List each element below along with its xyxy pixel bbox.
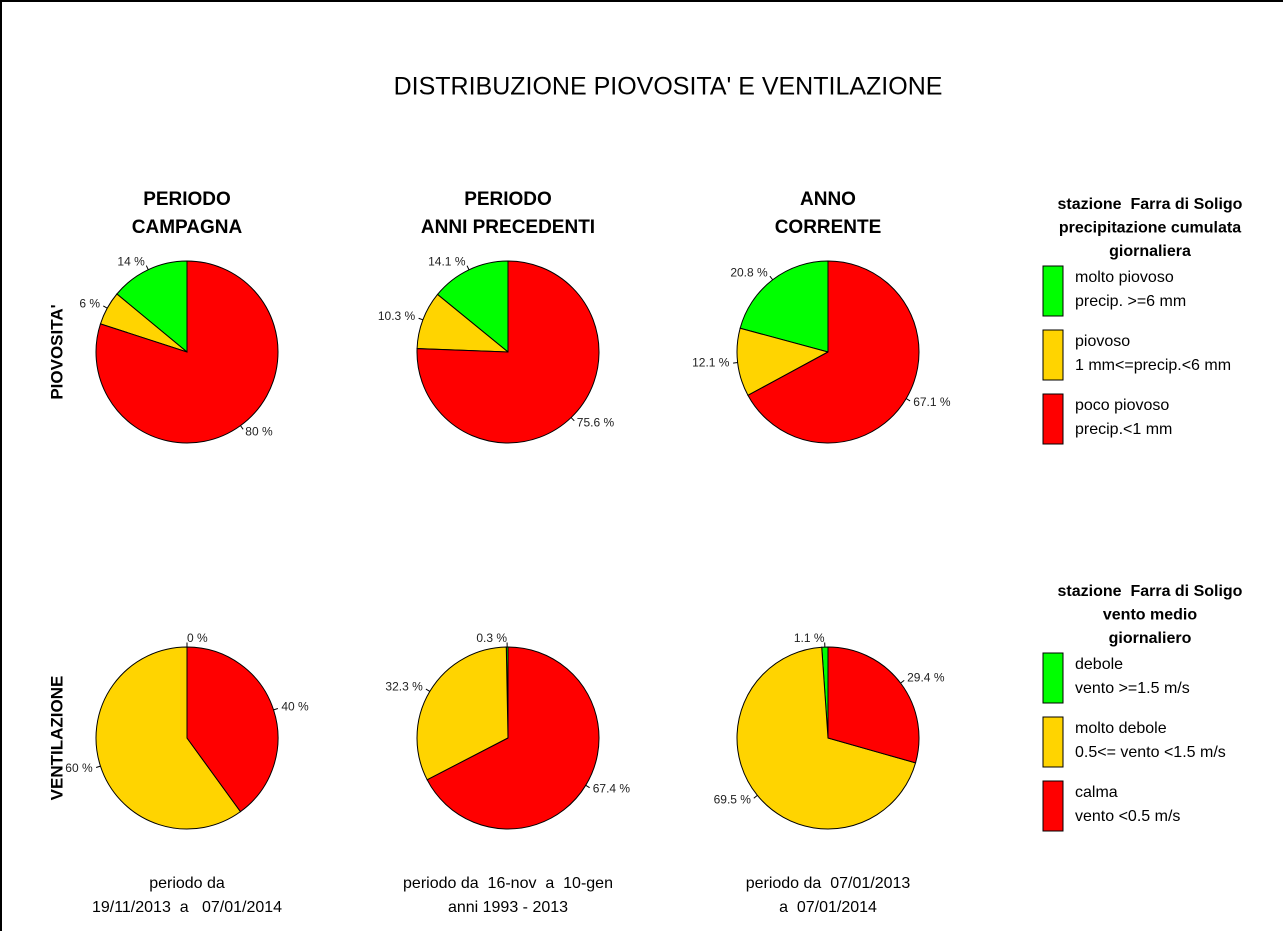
pie-slice bbox=[95, 646, 242, 830]
data-label: 67.1 % bbox=[913, 395, 951, 409]
legend-swatch bbox=[1042, 780, 1064, 832]
legend-swatch bbox=[1042, 329, 1064, 381]
legend-label: poco piovoso bbox=[1075, 397, 1169, 414]
legend-label: 1 mm<=precip.<6 mm bbox=[1075, 357, 1231, 374]
label-tick bbox=[145, 265, 149, 270]
legend-label: precip.<1 mm bbox=[1075, 421, 1172, 438]
data-label: 6 % bbox=[79, 296, 100, 310]
legend-swatch bbox=[1042, 652, 1064, 704]
pie-slice bbox=[436, 260, 509, 354]
footer: periodo da 16-nov a 10-gen bbox=[403, 875, 613, 892]
data-label: 14 % bbox=[117, 254, 145, 268]
pie-slice bbox=[416, 646, 509, 781]
footer: periodo da bbox=[149, 875, 225, 892]
column-header: ANNO bbox=[800, 189, 856, 210]
data-label: 32.3 % bbox=[385, 679, 423, 693]
pie-slice bbox=[186, 646, 279, 813]
label-tick bbox=[95, 765, 101, 769]
data-label: 10.3 % bbox=[378, 309, 416, 323]
column-header: PERIODO bbox=[464, 189, 552, 210]
column-header: ANNI PRECEDENTI bbox=[421, 217, 595, 238]
data-label: 69.5 % bbox=[714, 793, 752, 807]
row-label: PIOVOSITA' bbox=[47, 304, 66, 399]
data-label: 14.1 % bbox=[428, 255, 466, 269]
label-tick bbox=[273, 707, 279, 711]
legend-label: precip. >=6 mm bbox=[1075, 293, 1186, 310]
legend-label: debole bbox=[1075, 656, 1123, 673]
legend-label: calma bbox=[1075, 784, 1118, 801]
legend-label: vento <0.5 m/s bbox=[1075, 808, 1180, 825]
legend-label: 0.5<= vento <1.5 m/s bbox=[1075, 744, 1226, 761]
footer: periodo da 07/01/2013 bbox=[746, 875, 911, 892]
legend-title: vento medio bbox=[1103, 607, 1197, 624]
footer: anni 1993 - 2013 bbox=[448, 899, 568, 916]
data-label: 75.6 % bbox=[577, 416, 615, 430]
label-tick bbox=[466, 265, 470, 270]
data-label: 0 % bbox=[187, 631, 208, 645]
footer: 19/11/2013 a 07/01/2014 bbox=[92, 899, 282, 916]
column-header: PERIODO bbox=[143, 189, 231, 210]
label-tick bbox=[733, 362, 738, 364]
label-tick bbox=[769, 275, 774, 281]
legend-label: piovoso bbox=[1075, 333, 1130, 350]
data-label: 20.8 % bbox=[730, 265, 768, 279]
column-header: CAMPAGNA bbox=[132, 217, 243, 238]
row-label: VENTILAZIONE bbox=[47, 676, 66, 801]
legend-title: stazione Farra di Soligo bbox=[1058, 583, 1243, 600]
pie-slice bbox=[827, 646, 920, 764]
data-label: 40 % bbox=[281, 700, 309, 714]
data-label: 80 % bbox=[245, 424, 273, 438]
legend-swatch bbox=[1042, 393, 1064, 445]
data-label: 29.4 % bbox=[907, 670, 945, 684]
pie-slice bbox=[736, 327, 830, 397]
legend-label: molto piovoso bbox=[1075, 269, 1174, 286]
label-tick bbox=[425, 688, 431, 692]
label-tick bbox=[240, 425, 244, 430]
pie-slice bbox=[426, 646, 600, 830]
label-tick bbox=[585, 784, 590, 789]
legend-swatch bbox=[1042, 265, 1064, 317]
data-label: 67.4 % bbox=[593, 782, 631, 796]
data-label: 60 % bbox=[65, 761, 93, 775]
pie-slice bbox=[747, 260, 920, 444]
legend-title: giornaliero bbox=[1109, 630, 1192, 647]
label-tick bbox=[900, 679, 905, 684]
footer: a 07/01/2014 bbox=[779, 899, 877, 916]
label-tick bbox=[570, 417, 575, 422]
legend-label: molto debole bbox=[1075, 720, 1167, 737]
pie-slice bbox=[116, 260, 188, 354]
pie-slice bbox=[416, 260, 600, 444]
legend-title: precipitazione cumulata bbox=[1059, 220, 1241, 237]
legend-swatch bbox=[1042, 716, 1064, 768]
pie-slice bbox=[739, 260, 829, 353]
data-label: 12.1 % bbox=[692, 356, 730, 370]
legend-title: stazione Farra di Soligo bbox=[1058, 196, 1243, 213]
label-tick bbox=[103, 305, 108, 309]
chart-title: DISTRIBUZIONE PIOVOSITA' E VENTILAZIONE bbox=[394, 73, 943, 101]
data-label: 1.1 % bbox=[794, 631, 825, 645]
data-label: 0.3 % bbox=[476, 631, 507, 645]
label-tick bbox=[905, 398, 911, 402]
column-header: CORRENTE bbox=[775, 217, 882, 238]
legend-label: vento >=1.5 m/s bbox=[1075, 680, 1190, 697]
legend-title: giornaliera bbox=[1109, 243, 1191, 260]
label-tick bbox=[753, 794, 758, 799]
label-tick bbox=[418, 317, 424, 321]
